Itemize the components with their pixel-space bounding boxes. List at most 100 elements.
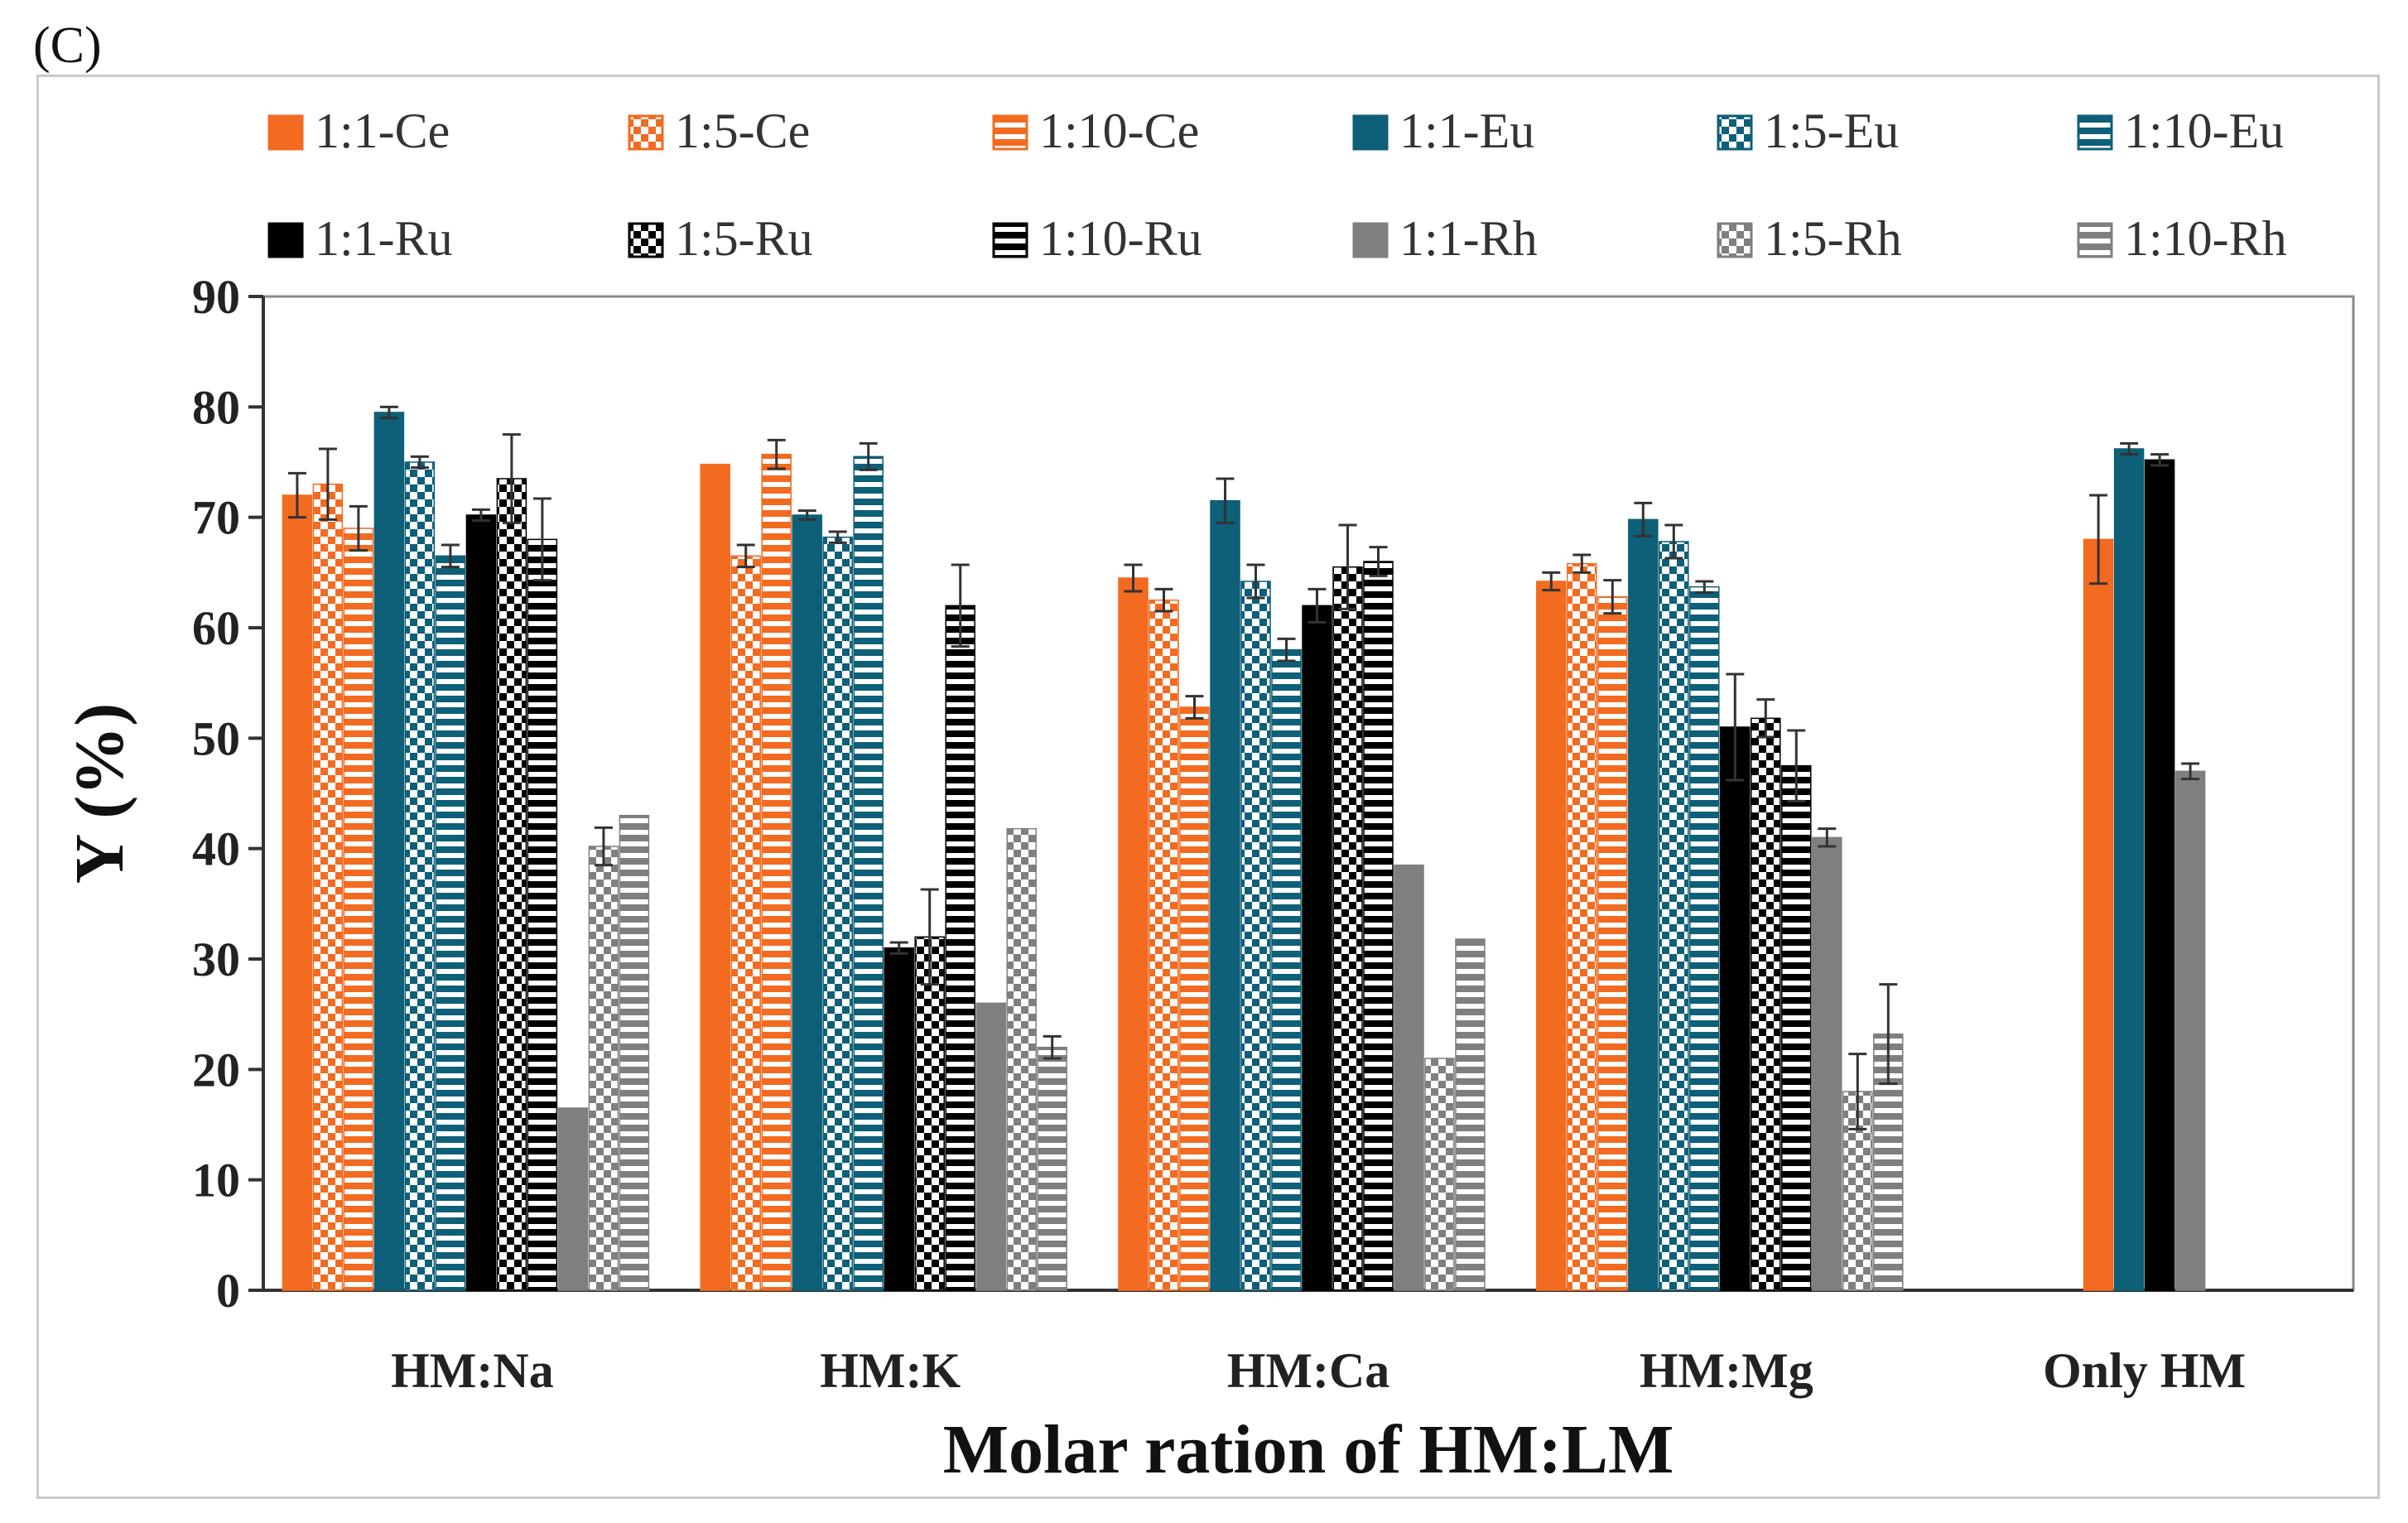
error-bar bbox=[379, 405, 398, 420]
error-bar bbox=[1043, 1034, 1062, 1060]
legend-item: 1:10-Eu bbox=[2077, 104, 2284, 158]
bar-hmmg-11eu bbox=[1628, 518, 1659, 1291]
legend-label: 1:5-Rh bbox=[1764, 211, 1902, 266]
error-bar bbox=[951, 563, 970, 648]
bar-hmk-110ru bbox=[945, 605, 975, 1291]
bar-hmk-110ce bbox=[761, 453, 792, 1291]
x-axis-title: Molar ration of HM:LM bbox=[943, 1411, 1674, 1488]
error-bar bbox=[859, 441, 878, 471]
error-bar bbox=[349, 504, 368, 552]
error-bar bbox=[1756, 698, 1775, 739]
legend-label: 1:5-Eu bbox=[1764, 104, 1899, 158]
legend-label: 1:10-Ru bbox=[1039, 211, 1202, 266]
error-bar bbox=[1185, 695, 1204, 720]
bar-hmna-110ru bbox=[527, 538, 558, 1291]
error-bar bbox=[797, 509, 816, 521]
error-bar bbox=[920, 888, 939, 986]
x-category-label: HM:Mg bbox=[1640, 1343, 1813, 1398]
legend-label: 1:1-Rh bbox=[1399, 211, 1538, 266]
bar-hmk-110eu bbox=[853, 455, 884, 1291]
bar-hmna-11rh bbox=[557, 1107, 589, 1291]
bar-hmca-11eu bbox=[1210, 499, 1240, 1291]
error-bar bbox=[1338, 523, 1357, 610]
legend-swatch bbox=[2077, 114, 2113, 151]
bar-onlyhm-11rh bbox=[2174, 770, 2206, 1291]
legend-item: 1:10-Ru bbox=[992, 211, 1202, 266]
bar-hmca-15ce bbox=[1149, 599, 1179, 1291]
bar-hmmg-110ce bbox=[1597, 595, 1628, 1291]
legend-label: 1:10-Ce bbox=[1039, 104, 1199, 158]
panel-label: (C) bbox=[33, 17, 102, 74]
legend-swatch bbox=[1717, 222, 1753, 258]
legend-label: 1:1-Ce bbox=[315, 104, 450, 158]
bar-hmna-15eu bbox=[404, 461, 436, 1291]
bar-hmca-11rh bbox=[1394, 864, 1424, 1291]
legend-label: 1:10-Rh bbox=[2124, 211, 2287, 266]
bar-hmca-110eu bbox=[1271, 648, 1302, 1291]
error-bar bbox=[1726, 672, 1745, 782]
chart-frame bbox=[36, 75, 2380, 1499]
bar-hmna-15ce bbox=[312, 483, 344, 1291]
bar-hmna-110ce bbox=[343, 528, 374, 1291]
bar-hmk-15eu bbox=[822, 536, 853, 1291]
bar-hmmg-11ru bbox=[1720, 726, 1751, 1291]
x-category-label: HM:Ca bbox=[1227, 1343, 1390, 1398]
bar-hmmg-11rh bbox=[1812, 836, 1842, 1291]
error-bar bbox=[889, 941, 908, 955]
error-bar bbox=[471, 508, 490, 523]
y-tick-label: 50 bbox=[192, 711, 240, 765]
legend-item: 1:5-Eu bbox=[1717, 104, 1899, 158]
error-bar bbox=[1848, 1053, 1867, 1130]
error-bar bbox=[502, 433, 521, 524]
bar-hmca-15ru bbox=[1332, 566, 1363, 1291]
legend-swatch bbox=[267, 222, 304, 258]
bar-hmna-110eu bbox=[435, 555, 466, 1291]
legend-swatch bbox=[628, 222, 664, 258]
legend-item: 1:10-Ce bbox=[992, 104, 1199, 158]
error-bar bbox=[736, 543, 755, 569]
error-bar bbox=[828, 530, 847, 544]
legend-swatch bbox=[1352, 222, 1389, 258]
y-tick-label: 90 bbox=[192, 270, 240, 324]
error-bar bbox=[1603, 579, 1622, 615]
error-bar bbox=[2150, 453, 2170, 467]
legend: 1:1-Ce 1:5-Ce 1:10-Ce 1:1-Eu 1:5-Eu 1:10-Eu 1:… bbox=[267, 104, 2287, 266]
error-bar bbox=[1879, 983, 1898, 1086]
error-bar bbox=[1542, 571, 1561, 592]
y-tick-label: 60 bbox=[192, 601, 240, 655]
error-bar bbox=[2089, 494, 2108, 586]
legend-item: 1:1-Ru bbox=[267, 211, 453, 266]
bar-onlyhm-11ce bbox=[2083, 538, 2114, 1291]
legend-label: 1:5-Ru bbox=[675, 211, 813, 266]
bar-hmk-11rh bbox=[975, 1002, 1006, 1291]
bar-hmk-15ce bbox=[730, 555, 761, 1291]
error-bar bbox=[410, 455, 429, 470]
bar-hmna-15ru bbox=[496, 478, 527, 1291]
error-bar bbox=[1572, 553, 1592, 574]
x-category-label: Only HM bbox=[2043, 1343, 2246, 1398]
bar-hmmg-110eu bbox=[1689, 586, 1720, 1291]
y-tick-label: 80 bbox=[192, 380, 240, 434]
error-bar bbox=[1634, 501, 1653, 537]
legend-swatch bbox=[1352, 114, 1389, 151]
legend-label: 1:1-Eu bbox=[1399, 104, 1534, 158]
bar-hmna-11ru bbox=[465, 514, 497, 1291]
error-bars bbox=[287, 405, 2200, 1130]
bar-hmmg-110ru bbox=[1781, 764, 1812, 1291]
bar-hmk-11ru bbox=[884, 947, 914, 1291]
error-bar bbox=[594, 826, 613, 867]
legend-item: 1:1-Rh bbox=[1352, 211, 1538, 266]
bar-hmk-11ce bbox=[700, 463, 730, 1291]
bar-hmca-110ce bbox=[1179, 706, 1210, 1291]
error-bar bbox=[1695, 580, 1714, 594]
axis-labels: 0 10 20 30 40 50 60 70 80 90 HM:Na HM:K HM:Ca HM:Mg On… bbox=[61, 270, 2246, 1488]
bar-hmca-15eu bbox=[1240, 581, 1271, 1291]
bar-hmmg-15eu bbox=[1659, 541, 1689, 1291]
error-bar bbox=[1277, 637, 1296, 663]
legend-item: 1:1-Eu bbox=[1352, 104, 1534, 158]
error-bar bbox=[767, 438, 786, 470]
x-category-label: HM:K bbox=[820, 1343, 961, 1398]
bar-hmca-11ce bbox=[1118, 577, 1149, 1291]
error-bar bbox=[1246, 563, 1265, 600]
legend-swatch bbox=[2077, 222, 2113, 258]
